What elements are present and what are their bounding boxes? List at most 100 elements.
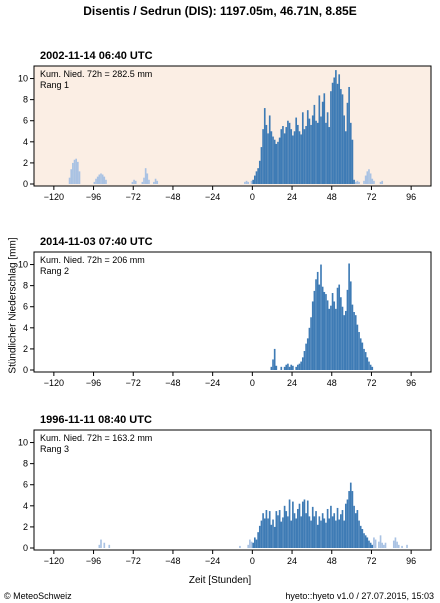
precip-bar [379, 181, 382, 184]
plot-frame [33, 429, 432, 551]
precip-bar [330, 305, 332, 370]
precip-bar [297, 508, 299, 548]
precip-bar [239, 545, 241, 548]
precip-bar [290, 129, 293, 184]
precip-bar [343, 115, 345, 184]
precip-bar [292, 135, 294, 184]
precip-bar [98, 174, 101, 184]
precip-bar [280, 521, 283, 548]
precip-bar [306, 110, 309, 184]
precip-bar [313, 104, 316, 184]
precip-bar [371, 366, 374, 370]
precip-bar [70, 169, 73, 184]
precip-bar [343, 315, 345, 370]
y-tick-label: 4 [23, 323, 28, 333]
y-axis-label: Stündlicher Niederschlag [mm] [7, 237, 19, 374]
precip-bar [272, 359, 274, 370]
chart-panel-3: 1996-11-11 08:40 UTC−120 −96 −72 −48 −24 0 24 4… [18, 414, 432, 566]
precip-bar [272, 136, 274, 184]
precip-bar [344, 131, 347, 184]
precip-bar [351, 139, 354, 184]
precip-bar [315, 120, 317, 184]
precip-bar [295, 366, 298, 370]
precip-bar [321, 513, 324, 548]
rank-annotation: Rang 2 [40, 266, 69, 276]
precip-bar [348, 86, 350, 184]
precip-bar [313, 516, 316, 548]
precip-bar [338, 519, 341, 548]
x-tick-label: 96 [406, 556, 416, 566]
y-tick-label: 6 [23, 480, 28, 490]
precip-bar [356, 510, 359, 548]
precip-bar [363, 180, 365, 184]
precip-bar [320, 264, 322, 370]
precip-bar [338, 284, 341, 370]
precip-bar [346, 289, 349, 370]
precip-bar [363, 348, 365, 370]
precip-bar [278, 510, 281, 548]
x-tick-label: 24 [287, 556, 297, 566]
precip-bar [257, 532, 259, 548]
y-tick-label: 2 [23, 522, 28, 532]
precip-bar [141, 181, 144, 184]
precip-bar [250, 541, 253, 548]
x-tick-label: −120 [44, 556, 64, 566]
precip-bar [406, 544, 408, 548]
x-tick-label: −96 [86, 556, 101, 566]
precip-bar [77, 161, 79, 184]
y-tick-label: 6 [23, 302, 28, 312]
precip-bar [340, 297, 342, 370]
precip-bar [305, 343, 307, 370]
y-tick-label: 10 [18, 74, 28, 84]
precip-bar [288, 366, 291, 370]
precip-bar [265, 124, 268, 184]
plot-frame [33, 251, 432, 373]
precip-bar [354, 315, 357, 370]
precip-bar [315, 511, 317, 548]
precip-bar [293, 131, 296, 184]
precip-bar [341, 306, 344, 370]
precip-bar [364, 535, 367, 548]
precip-bar [265, 510, 268, 548]
x-tick-label: −72 [126, 556, 141, 566]
y-tick-label: 2 [23, 158, 28, 168]
precip-bar [336, 287, 339, 370]
precip-bar [333, 77, 336, 184]
precip-bar [277, 141, 279, 184]
highlight-background [34, 66, 431, 186]
precip-bar [348, 491, 350, 548]
precip-bar [373, 180, 375, 184]
precip-bar [273, 348, 276, 370]
y-tick-label: 8 [23, 281, 28, 291]
precip-bar [96, 176, 99, 184]
precip-bar [277, 515, 279, 548]
precip-bar [363, 533, 365, 548]
precip-bar [308, 327, 311, 370]
panel-title: 2002-11-14 06:40 UTC [40, 50, 153, 62]
precip-bar [336, 83, 339, 184]
precip-bar [306, 338, 309, 370]
precip-bar [325, 522, 327, 548]
precip-bar [301, 501, 304, 548]
precip-bar [285, 511, 288, 548]
x-tick-label: −120 [44, 192, 64, 202]
precip-bar [374, 539, 377, 548]
precip-bar [325, 294, 327, 370]
precip-bar [303, 351, 306, 370]
precip-bar [358, 520, 360, 548]
precip-bar [287, 363, 289, 370]
precip-bar [373, 537, 375, 548]
precip-bar [73, 159, 76, 184]
precip-bar [298, 503, 301, 548]
y-tick-label: 0 [23, 543, 28, 553]
precip-bar [275, 143, 278, 184]
precip-bar [293, 513, 296, 548]
precip-bar [257, 168, 259, 184]
precip-bar [348, 263, 350, 370]
cumulative-precip-annotation: Kum. Nied. 72h = 282.5 mm [40, 69, 152, 79]
precip-bar [344, 503, 347, 548]
precip-bar [310, 124, 312, 184]
x-tick-label: 96 [406, 192, 416, 202]
precip-bar [333, 301, 336, 370]
precip-bar [318, 516, 321, 548]
